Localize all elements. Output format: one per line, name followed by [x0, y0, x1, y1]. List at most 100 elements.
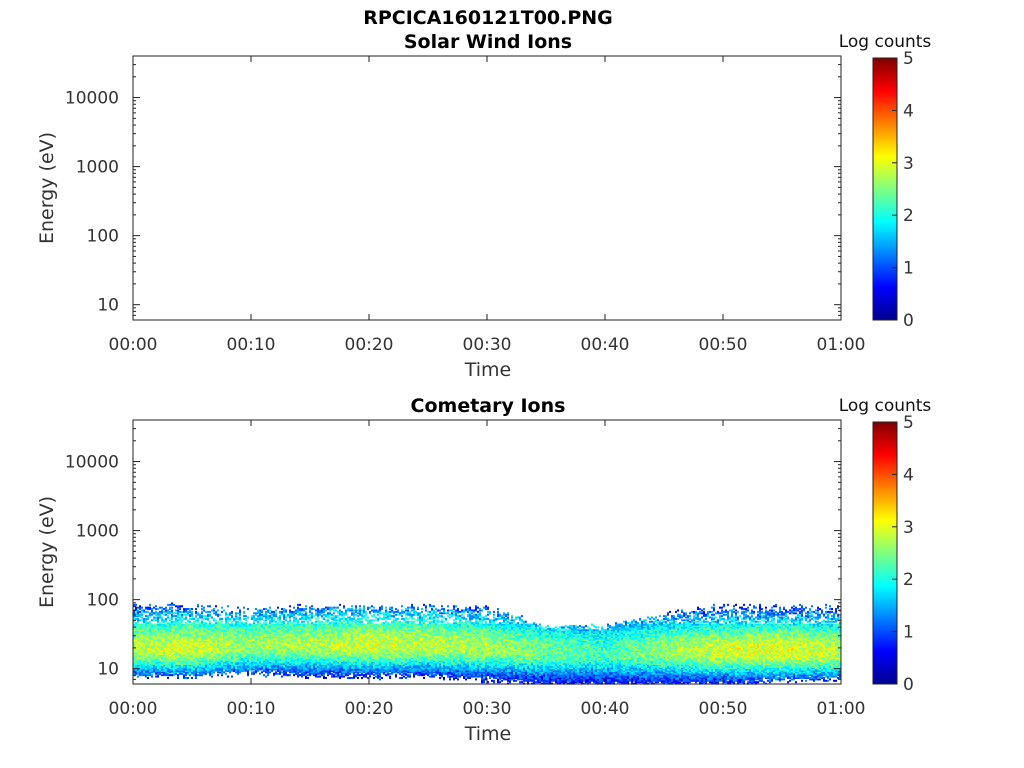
spectrogram-cell	[295, 627, 297, 630]
spectrogram-cell	[337, 626, 339, 629]
spectrogram-cell	[231, 612, 233, 615]
spectrogram-cell	[167, 633, 169, 636]
spectrogram-cell	[325, 606, 327, 609]
spectrogram-cell	[227, 667, 229, 670]
spectrogram-cell	[231, 667, 233, 670]
spectrogram-cell	[327, 672, 329, 675]
spectrogram-cell	[347, 667, 349, 670]
spectrogram-cell	[333, 622, 335, 625]
spectrogram-cell	[341, 643, 343, 646]
spectrogram-cell	[197, 674, 199, 677]
spectrogram-cell	[257, 630, 259, 633]
spectrogram-cell	[285, 619, 287, 622]
spectrogram-cell	[203, 639, 205, 642]
spectrogram-cell	[355, 626, 357, 629]
spectrogram-cell	[287, 639, 289, 642]
spectrogram-cell	[209, 662, 211, 665]
spectrogram-cell	[179, 641, 181, 644]
spectrogram-cell	[235, 657, 237, 660]
spectrogram-cell	[305, 619, 307, 622]
spectrogram-cell	[295, 644, 297, 647]
spectrogram-cell	[271, 654, 273, 657]
spectrogram-cell	[185, 637, 187, 640]
spectrogram-cell	[171, 639, 173, 642]
spectrogram-cell	[169, 671, 171, 674]
spectrogram-cell	[357, 657, 359, 660]
spectrogram-cell	[311, 608, 313, 611]
spectrogram-cell	[191, 651, 193, 654]
spectrogram-cell	[223, 668, 225, 671]
spectrogram-cell	[339, 653, 341, 656]
spectrogram-cell	[249, 643, 251, 646]
spectrogram-cell	[205, 650, 207, 653]
spectrogram-cell	[157, 636, 159, 639]
spectrogram-cell	[241, 648, 243, 651]
spectrogram-cell	[161, 609, 163, 612]
spectrogram-cell	[313, 633, 315, 636]
spectrogram-cell	[211, 651, 213, 654]
spectrogram-cell	[217, 636, 219, 639]
spectrogram-cell	[149, 651, 151, 654]
spectrogram-cell	[223, 624, 225, 627]
spectrogram-cell	[283, 608, 285, 611]
spectrogram-cell	[215, 626, 217, 629]
spectrogram-cell	[329, 634, 331, 637]
spectrogram-cell	[323, 609, 325, 612]
spectrogram-cell	[269, 615, 271, 618]
spectrogram-cell	[235, 654, 237, 657]
spectrogram-cell	[201, 646, 203, 649]
spectrogram-cell	[333, 657, 335, 660]
spectrogram-cell	[321, 609, 323, 612]
spectrogram-cell	[317, 655, 319, 658]
spectrogram-cell	[227, 616, 229, 619]
spectrogram-cell	[341, 623, 343, 626]
spectrogram-cell	[177, 662, 179, 665]
spectrogram-cell	[135, 654, 137, 657]
spectrogram-cell	[249, 660, 251, 663]
spectrogram-cell	[295, 667, 297, 670]
spectrogram-cell	[281, 671, 283, 674]
spectrogram-cell	[171, 606, 173, 609]
spectrogram-cell	[137, 619, 139, 622]
spectrogram-cell	[147, 660, 149, 663]
spectrogram-cell	[355, 620, 357, 623]
spectrogram-cell	[345, 623, 347, 626]
spectrogram-cell	[187, 667, 189, 670]
spectrogram-cell	[223, 623, 225, 626]
spectrogram-cell	[233, 657, 235, 660]
spectrogram-cell	[337, 631, 339, 634]
spectrogram-cell	[151, 675, 153, 678]
spectrogram-cell	[325, 626, 327, 629]
spectrogram-cell	[307, 660, 309, 663]
spectrogram-cell	[319, 665, 321, 668]
spectrogram-cell	[257, 631, 259, 634]
spectrogram-cell	[305, 669, 307, 672]
x-tick-label: 00:20	[345, 335, 394, 355]
spectrogram-cell	[247, 627, 249, 630]
spectrogram-cell	[273, 674, 275, 677]
spectrogram-cell	[341, 633, 343, 636]
spectrogram-cell	[177, 615, 179, 618]
spectrogram-cell	[327, 606, 329, 609]
spectrogram-cell	[243, 647, 245, 650]
spectrogram-cell	[191, 665, 193, 668]
spectrogram-cell	[333, 651, 335, 654]
spectrogram-cell	[173, 636, 175, 639]
spectrogram-cell	[267, 672, 269, 675]
spectrogram-cell	[293, 654, 295, 657]
spectrogram-cell	[203, 650, 205, 653]
spectrogram-cell	[213, 626, 215, 629]
spectrogram-cell	[295, 630, 297, 633]
spectrogram-cell	[251, 654, 253, 657]
spectrogram-cell	[353, 647, 355, 650]
spectrogram-cell	[151, 651, 153, 654]
spectrogram-cell	[263, 646, 265, 649]
spectrogram-cell	[151, 674, 153, 677]
spectrogram-cell	[265, 630, 267, 633]
spectrogram-cell	[137, 606, 139, 609]
spectrogram-cell	[345, 641, 347, 644]
spectrogram-cell	[273, 668, 275, 671]
spectrogram-cell	[277, 662, 279, 665]
spectrogram-cell	[209, 605, 211, 608]
spectrogram-cell	[181, 610, 183, 613]
